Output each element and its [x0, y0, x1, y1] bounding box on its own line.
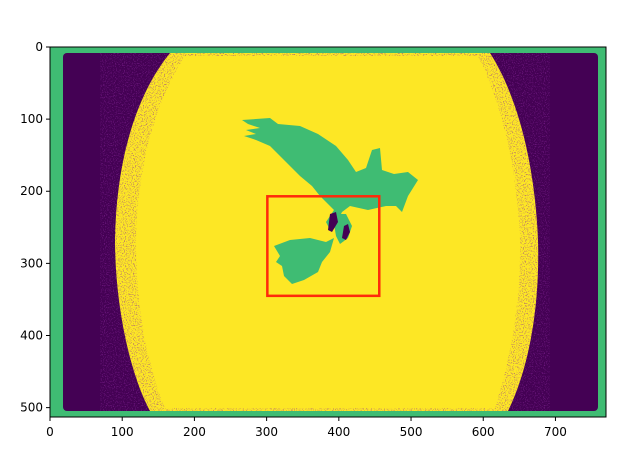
y-tick-label: 0 [35, 40, 43, 54]
y-axis: 0 100 200 300 400 500 [20, 40, 50, 415]
y-tick-label: 400 [20, 328, 43, 342]
y-tick-label: 100 [20, 112, 43, 126]
x-tick-label: 500 [400, 425, 423, 439]
x-tick-label: 100 [111, 425, 134, 439]
bird-talon-dark [328, 212, 338, 232]
bird-body [242, 118, 418, 230]
x-tick-label: 600 [472, 425, 495, 439]
x-tick-label: 700 [544, 425, 567, 439]
heatmap-plot [50, 47, 606, 417]
x-axis: 0 100 200 300 400 500 600 700 [46, 417, 567, 439]
bird-talon-dark-2 [342, 224, 350, 240]
y-tick-label: 200 [20, 184, 43, 198]
prey-shape [274, 238, 334, 284]
y-tick-label: 500 [20, 401, 43, 415]
x-tick-label: 300 [255, 425, 278, 439]
x-tick-label: 0 [46, 425, 54, 439]
annotation-box [266, 195, 381, 298]
bright-core [136, 56, 521, 408]
y-tick-label: 300 [20, 256, 43, 270]
x-tick-label: 200 [183, 425, 206, 439]
x-tick-label: 400 [327, 425, 350, 439]
axes-frame [49, 46, 607, 418]
